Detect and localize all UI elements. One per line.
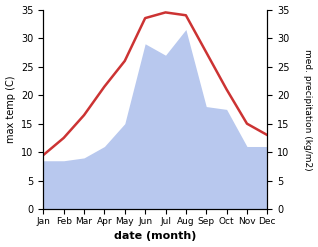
Y-axis label: max temp (C): max temp (C)	[5, 76, 16, 143]
Y-axis label: med. precipitation (kg/m2): med. precipitation (kg/m2)	[303, 49, 313, 170]
X-axis label: date (month): date (month)	[114, 231, 197, 242]
